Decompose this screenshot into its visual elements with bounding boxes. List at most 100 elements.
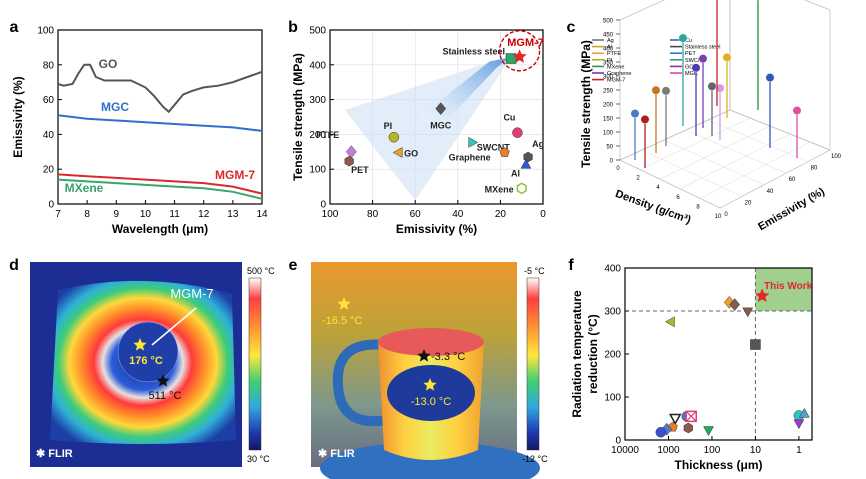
point-swcnt-shape — [468, 136, 479, 148]
x-tick-label: 4 — [656, 185, 660, 191]
x-tick-label: 60 — [410, 209, 422, 220]
series-label-mgm-7: MGM-7 — [215, 168, 255, 182]
data-point-5-shape — [750, 339, 761, 350]
z-tick-label: 200 — [603, 103, 614, 109]
stem-ball — [707, 81, 717, 91]
color-scale-bar — [248, 277, 262, 451]
back-wall-left — [619, 0, 731, 161]
panel-letter-f: f — [568, 257, 574, 274]
point-mxene-shape — [516, 182, 527, 195]
z-tick-label: 100 — [603, 131, 614, 137]
legend-label-stainless-steel: Stainless steel — [685, 45, 720, 51]
y-tick-label: 300 — [309, 95, 326, 106]
data-point-15 — [798, 407, 810, 418]
floor-grid — [707, 119, 809, 162]
panel-letter-a: a — [10, 19, 19, 36]
stem-ball — [630, 109, 640, 119]
point-stainless-steel-shape — [505, 53, 517, 64]
data-point-15-shape — [798, 407, 810, 418]
point-cu-shape — [512, 127, 523, 138]
point-go — [392, 147, 403, 158]
data-point-13 — [703, 426, 714, 437]
x-tick-label: 20 — [495, 209, 507, 220]
x-tick-label: 6 — [676, 195, 680, 201]
cool-center — [387, 365, 475, 421]
point-pet-shape — [344, 155, 354, 167]
y-tick-label: 80 — [811, 166, 818, 172]
x-axis-label: Wavelength (μm) — [112, 222, 208, 236]
point-pi-shape — [388, 131, 400, 143]
series-line-mgm-7 — [57, 173, 263, 195]
center-marker-star — [133, 338, 147, 351]
x-axis-label: Emissivity (%) — [396, 222, 477, 236]
data-point-6 — [668, 413, 682, 426]
x-tick-label: 10 — [140, 209, 152, 220]
y-tick-label: 100 — [309, 165, 326, 176]
point-graphene — [499, 147, 510, 157]
data-point-3 — [729, 298, 741, 311]
y-axis-label-line1: Radiation temperature — [570, 290, 584, 418]
legend-label-mxene: MXene — [607, 64, 624, 70]
x-tick-label: 1 — [796, 445, 802, 456]
z-tick-label: 300 — [603, 75, 614, 81]
y-tick-label: 100 — [831, 154, 842, 160]
y-tick-label: 400 — [309, 60, 326, 71]
series-label-mxene: MXene — [65, 181, 104, 195]
data-point-11 — [685, 410, 697, 423]
x-tick-label: 2 — [636, 176, 640, 182]
cup-marker-star — [417, 349, 431, 362]
y-tick-label: 60 — [43, 95, 55, 106]
panel-d-thermal-image: d MGM-7 176 °C 511 °C ✱ FLIR 500 °C 30 °C — [9, 257, 275, 467]
legend-label-swcnt: SWCNT — [685, 58, 706, 64]
point-stainless-steel — [505, 53, 517, 64]
data-point-1 — [664, 316, 675, 328]
point-label-al: Al — [511, 168, 520, 178]
data-point-6-shape — [668, 413, 682, 426]
center-temp: 176 °C — [129, 355, 163, 367]
data-point-0 — [754, 288, 770, 303]
x-tick-label: 8 — [696, 204, 700, 210]
stem-ball — [640, 115, 650, 124]
y-tick-label: 200 — [604, 350, 621, 361]
this-work-label: This Work — [764, 281, 813, 292]
y-tick-label: 100 — [37, 26, 54, 37]
floor-grid — [663, 139, 765, 186]
legend-label-mgm-7: MGM-7 — [607, 78, 625, 84]
x-tick-label: 7 — [55, 209, 61, 220]
y-tick-label: 0 — [724, 212, 728, 218]
data-point-9 — [655, 427, 667, 438]
scale-max-label: -5 °C — [524, 266, 545, 276]
x-tick-label: 10 — [750, 445, 762, 456]
x-tick-label: 0 — [540, 209, 546, 220]
plot-frame — [329, 29, 544, 205]
point-mxene — [516, 182, 527, 195]
point-mgc-shape — [435, 102, 447, 116]
color-scale-bar — [526, 277, 540, 451]
legend-label-al: Al — [607, 45, 612, 51]
data-point-5 — [750, 339, 761, 350]
z-tick-label: 500 — [603, 19, 614, 25]
cup-rim — [378, 328, 484, 356]
y-tick-label: 0 — [615, 436, 621, 447]
data-point-4 — [742, 307, 754, 318]
panel-letter-b: b — [288, 19, 298, 36]
scale-min-label: -12 °C — [522, 454, 548, 464]
series-line-mgc — [57, 114, 263, 132]
table-surface — [320, 442, 540, 479]
z-tick-label: 450 — [603, 33, 614, 39]
y-tick-label: 100 — [604, 393, 621, 404]
edge-temp: 511 °C — [149, 390, 182, 402]
x-tick-label: 1000 — [657, 445, 680, 456]
ambient-temp: -16.5 °C — [322, 315, 363, 327]
y-axis-label: Tensile strength (MPa) — [291, 53, 305, 181]
point-label-stainless-steel: Stainless steel — [443, 47, 506, 57]
data-point-16 — [793, 419, 805, 430]
y-axis-label: Emissivity (%) — [11, 76, 25, 157]
point-mgm-7-shape — [512, 49, 527, 63]
data-point-16-shape — [793, 419, 805, 430]
point-label-cu: Cu — [503, 113, 515, 123]
point-mgc — [435, 102, 447, 116]
y-tick-label: 200 — [309, 130, 326, 141]
